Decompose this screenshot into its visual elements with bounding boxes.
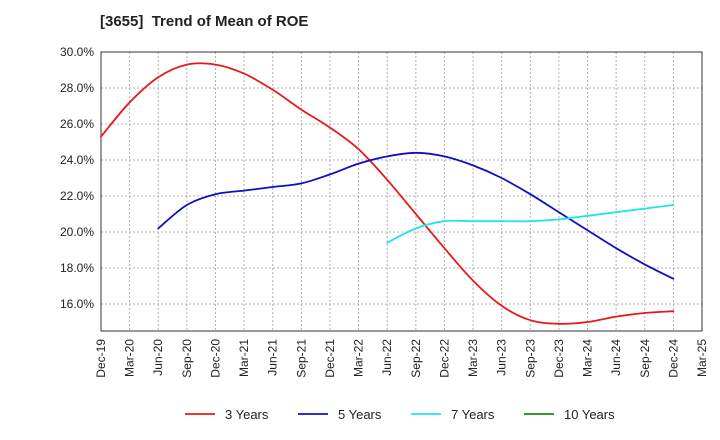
x-tick-label: Mar-20 <box>123 339 137 377</box>
legend-label-5-years: 5 Years <box>338 407 382 422</box>
legend-label-3-years: 3 Years <box>225 407 269 422</box>
y-tick-label: 30.0% <box>60 45 94 59</box>
series-line-5-years <box>157 151 675 280</box>
x-tick-label: Sep-20 <box>180 339 194 378</box>
x-tick-label: Mar-25 <box>695 339 709 377</box>
chart-title: [3655] Trend of Mean of ROE <box>100 13 309 30</box>
legend-label-10-years: 10 Years <box>564 407 615 422</box>
y-tick-label: 20.0% <box>60 225 94 239</box>
x-tick-label: Jun-24 <box>609 339 623 376</box>
x-tick-label: Dec-20 <box>208 339 222 378</box>
x-tick-label: Jun-23 <box>495 339 509 376</box>
axis-layer: 16.0% 18.0% 20.0% 22.0% 24.0% 26.0% 28.0% 30.0%… <box>60 45 709 378</box>
series-layer <box>100 62 675 325</box>
y-tick-label: 28.0% <box>60 81 94 95</box>
x-tick-label: Sep-22 <box>409 339 423 378</box>
x-tick-label: Sep-23 <box>523 339 537 378</box>
y-tick-label: 24.0% <box>60 153 94 167</box>
y-tick-label: 18.0% <box>60 261 94 275</box>
x-tick-label: Mar-23 <box>466 339 480 377</box>
x-tick-label: Sep-24 <box>638 339 652 378</box>
x-tick-label: Dec-21 <box>323 339 337 378</box>
y-tick-label: 22.0% <box>60 189 94 203</box>
x-tick-label: Jun-22 <box>380 339 394 376</box>
x-tick-label: Dec-19 <box>94 339 108 378</box>
x-tick-label: Jun-21 <box>266 339 280 376</box>
plot-border <box>100 51 703 332</box>
grid-layer <box>101 52 702 331</box>
series-line-3-years <box>100 62 675 325</box>
x-tick-label: Mar-24 <box>581 339 595 377</box>
x-tick-label: Sep-21 <box>294 339 308 378</box>
x-tick-label: Mar-22 <box>352 339 366 377</box>
series-line-7-years <box>386 204 675 244</box>
x-tick-label: Dec-22 <box>437 339 451 378</box>
legend: 3 Years 5 Years 7 Years 10 Years <box>185 407 615 422</box>
x-tick-label: Mar-21 <box>237 339 251 377</box>
y-tick-label: 16.0% <box>60 297 94 311</box>
legend-label-7-years: 7 Years <box>451 407 495 422</box>
y-tick-label: 26.0% <box>60 117 94 131</box>
x-tick-label: Dec-24 <box>666 339 680 378</box>
x-tick-label: Dec-23 <box>552 339 566 378</box>
x-tick-label: Jun-20 <box>151 339 165 376</box>
